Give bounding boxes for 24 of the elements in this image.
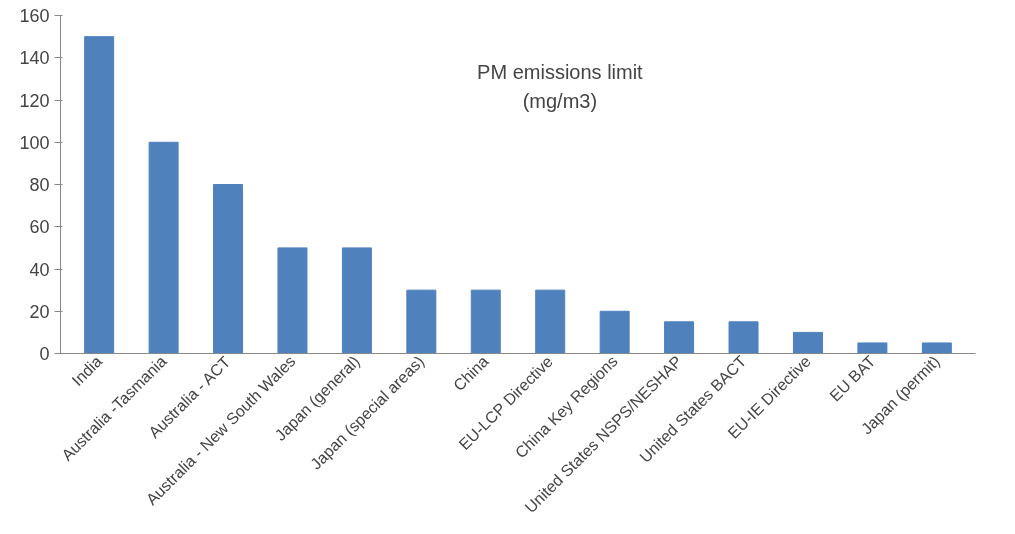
bar — [406, 289, 437, 354]
bar — [148, 141, 179, 354]
y-tick-label: 80 — [29, 175, 50, 195]
bar — [470, 289, 501, 354]
bar — [728, 321, 759, 354]
bar — [792, 331, 823, 354]
y-tick-label: 120 — [19, 90, 50, 111]
bar — [599, 310, 630, 354]
y-tick-label: 40 — [29, 259, 50, 280]
y-tick-label: 60 — [29, 217, 50, 238]
bar — [535, 289, 566, 354]
y-tick-label: 140 — [19, 48, 50, 69]
y-tick-label: 20 — [29, 301, 50, 322]
text: PM emissions limit (mg/m3) — [477, 61, 644, 112]
bar — [664, 321, 695, 354]
bar — [921, 342, 952, 354]
y-tick-label: 160 — [19, 6, 50, 26]
bar — [213, 184, 244, 354]
bar — [341, 247, 372, 354]
bar — [857, 342, 888, 354]
y-tick-label: 0 — [39, 344, 50, 364]
bar — [277, 247, 308, 354]
y-tick-label: 100 — [19, 132, 50, 153]
bar — [84, 36, 115, 354]
